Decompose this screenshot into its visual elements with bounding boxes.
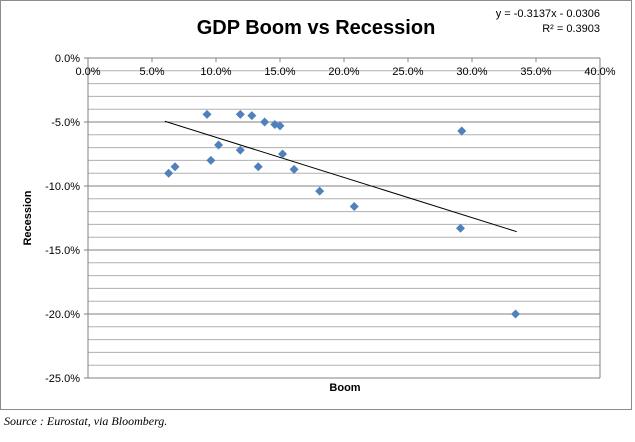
data-point	[260, 117, 270, 127]
x-tick-label: 10.0%	[200, 66, 231, 78]
data-point	[289, 164, 299, 174]
data-point	[202, 109, 212, 119]
r-squared-label: R² = 0.3903	[542, 23, 600, 35]
x-tick-label: 40.0%	[584, 66, 615, 78]
data-point	[164, 168, 174, 178]
data-point	[235, 145, 245, 155]
data-point	[457, 126, 467, 136]
data-point	[315, 186, 325, 196]
y-tick-label: 0.0%	[55, 53, 80, 65]
y-tick-label: -20.0%	[45, 309, 80, 321]
data-point	[253, 162, 263, 172]
x-tick-label: 5.0%	[139, 66, 164, 78]
gridlines	[88, 57, 600, 379]
chart-title: GDP Boom vs Recession	[197, 17, 436, 39]
x-tick-label: 0.0%	[75, 66, 100, 78]
data-point	[170, 162, 180, 172]
x-tick-label: 15.0%	[264, 66, 295, 78]
x-axis-label: Boom	[329, 382, 360, 394]
scatter-chart: 0.0% -5.0% -10.0% -15.0% -20.0% -25.0% 0.0% 5.0…	[22, 8, 616, 394]
data-point	[278, 149, 288, 159]
chart-area	[0, 0, 632, 410]
data-point	[275, 121, 285, 131]
data-point	[214, 140, 224, 150]
x-tick-label: 30.0%	[456, 66, 487, 78]
y-tick-label: -15.0%	[45, 245, 80, 257]
y-tick-label: -10.0%	[45, 181, 80, 193]
data-point	[511, 309, 521, 319]
data-points	[164, 109, 521, 319]
x-tick-label: 35.0%	[520, 66, 551, 78]
data-point	[235, 109, 245, 119]
data-point	[349, 201, 359, 211]
data-point	[455, 223, 465, 233]
y-axis-label: Recession	[22, 190, 34, 245]
y-tick-label: -5.0%	[51, 117, 80, 129]
x-tick-label: 25.0%	[392, 66, 423, 78]
trendline-group	[164, 120, 517, 233]
trendline-equation: y = -0.3137x - 0.0306	[496, 8, 600, 20]
trendline	[164, 120, 517, 233]
x-tick-label: 20.0%	[328, 66, 359, 78]
axes: 0.0% -5.0% -10.0% -15.0% -20.0% -25.0% 0.0% 5.0…	[45, 53, 616, 385]
y-tick-label: -25.0%	[45, 373, 80, 385]
data-point	[247, 111, 257, 121]
source-note: Source : Eurostat, via Bloomberg.	[4, 414, 168, 428]
data-point	[206, 155, 216, 165]
